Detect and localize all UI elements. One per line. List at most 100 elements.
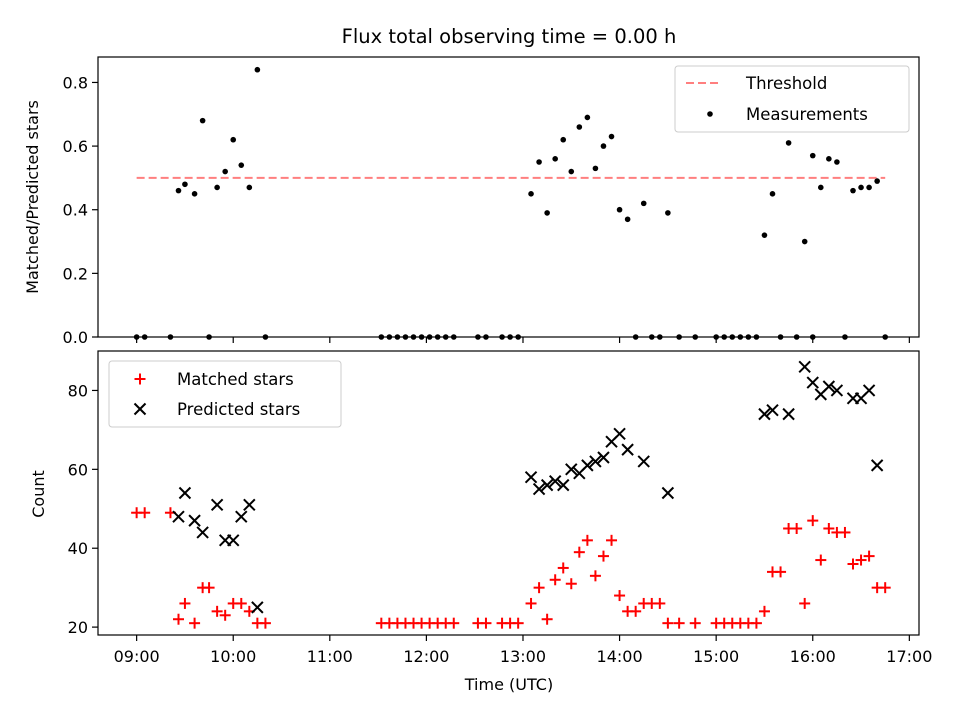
measurement-point <box>230 136 237 143</box>
predicted-star-point <box>548 474 562 488</box>
matched-star-point <box>823 523 835 534</box>
measurement-point <box>665 210 671 216</box>
measurement-point <box>713 334 719 340</box>
measurement-point <box>536 159 542 165</box>
x-tick-label: 15:00 <box>693 647 739 666</box>
measurement-point <box>818 184 824 191</box>
panel-bottom: 20 40 60 80 09:00 10:00 11:00 12:00 13:00 14:00 1… <box>29 350 932 694</box>
matched-star-point <box>614 590 626 602</box>
matched-star-point <box>512 617 524 629</box>
y-tick-label: 40 <box>68 539 88 558</box>
measurement-point <box>882 334 888 340</box>
matched-star-point <box>259 617 271 629</box>
matched-star-point <box>189 617 201 629</box>
measurement-point <box>777 334 784 340</box>
measurement-point <box>769 191 776 197</box>
measurement-point <box>515 334 521 340</box>
measurement-point <box>737 334 744 340</box>
measurement-point <box>199 117 206 124</box>
predicted-star-point <box>597 451 610 464</box>
x-tick-label: 16:00 <box>790 647 836 666</box>
y-tick-label: 80 <box>68 381 88 400</box>
measurement-point <box>544 210 550 216</box>
matched-star-point <box>211 605 223 617</box>
matched-star-point <box>775 566 787 578</box>
matched-star-point <box>448 617 460 629</box>
measurement-point <box>809 334 816 340</box>
x-tick-label: 14:00 <box>597 647 643 666</box>
legend-predicted-swatch <box>133 402 147 416</box>
matched-star-point <box>662 617 674 629</box>
matched-star-point <box>839 526 851 538</box>
legend-measurements-swatch <box>707 111 713 117</box>
x-tick-label: 11:00 <box>307 647 353 666</box>
measurement-point <box>568 168 575 175</box>
measurement-point <box>262 334 269 340</box>
legend-matched-marker <box>134 373 146 385</box>
matched-star-point <box>807 515 819 527</box>
matched-star-point <box>573 546 585 558</box>
measurement-point <box>206 334 212 340</box>
y-tick-label: 0.6 <box>63 137 88 156</box>
measurement-point <box>426 334 433 340</box>
measurement-point <box>592 165 599 172</box>
measurement-point <box>133 334 140 340</box>
matched-star-point <box>541 613 553 625</box>
measurement-point <box>141 334 148 340</box>
matched-star-point <box>533 582 545 594</box>
measurement-point <box>809 152 816 159</box>
panel-top-legend-box <box>674 65 910 133</box>
predicted-star-point <box>798 360 811 373</box>
predicted-star-point <box>524 471 538 484</box>
measurements-points <box>133 66 888 340</box>
predicted-star-point <box>782 407 795 421</box>
predicted-star-point <box>251 601 264 614</box>
predicted-star-point <box>210 498 224 512</box>
predicted-star-point <box>830 384 844 397</box>
matched-star-point <box>673 617 685 629</box>
chart-title: Flux total observing time = 0.00 h <box>342 25 677 48</box>
panel-bottom-frame <box>97 350 920 636</box>
measurement-point <box>657 334 663 340</box>
panel-top-legend: Threshold Measurements <box>674 65 910 133</box>
matched-star-point <box>203 582 215 594</box>
measurement-point <box>246 184 253 191</box>
matched-star-point <box>235 597 247 609</box>
measurement-point <box>793 334 800 340</box>
measurement-point <box>402 334 409 340</box>
matched-star-point <box>847 558 859 570</box>
measurement-point <box>640 200 647 207</box>
panel-bottom-legend: Matched stars Predicted stars <box>108 360 342 428</box>
matched-star-point <box>654 597 666 609</box>
matched-star-point <box>581 534 593 546</box>
predicted-star-point <box>637 455 650 468</box>
panel-top: 0.00.20.40.60.8 Matched/Predicted stars … <box>23 56 920 347</box>
predicted-star-point <box>621 443 634 456</box>
measurement-point <box>608 133 615 140</box>
y-tick-label: 0.8 <box>63 73 88 92</box>
matched-star-point <box>855 554 867 566</box>
y-tick-label: 0.2 <box>63 264 88 283</box>
legend-matched-label: Matched stars <box>177 370 294 389</box>
predicted-star-point <box>870 459 884 472</box>
matched-star-point <box>557 562 569 574</box>
panel-bottom-y-axis-label: Count <box>29 470 48 518</box>
matched-star-point <box>758 605 770 617</box>
predicted-star-point <box>196 526 209 539</box>
x-tick-label: 17:00 <box>886 647 932 666</box>
predicted-star-point <box>532 482 546 496</box>
matched-star-point <box>565 578 577 590</box>
matched-star-point <box>815 554 827 566</box>
predicted-star-point <box>661 486 675 500</box>
y-tick-label: 60 <box>68 460 88 479</box>
measurement-point <box>222 168 228 175</box>
measurement-point <box>616 206 623 213</box>
predicted-star-point <box>540 478 554 492</box>
matched-star-point <box>799 597 811 609</box>
measurement-point <box>528 191 534 197</box>
matched-star-point <box>589 570 601 582</box>
predicted-star-point <box>822 380 836 393</box>
measurement-point <box>238 162 245 168</box>
predicted-star-point <box>227 534 240 547</box>
